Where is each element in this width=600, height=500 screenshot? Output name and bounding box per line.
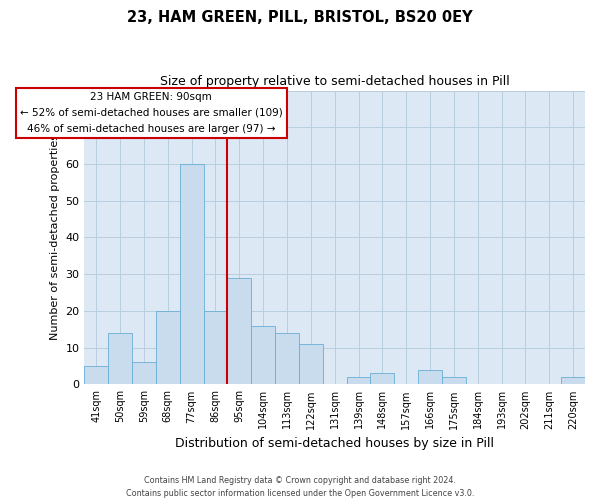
Y-axis label: Number of semi-detached properties: Number of semi-detached properties [50,134,60,340]
Bar [108,333,132,384]
Text: 23, HAM GREEN, PILL, BRISTOL, BS20 0EY: 23, HAM GREEN, PILL, BRISTOL, BS20 0EY [127,10,473,25]
Title: Size of property relative to semi-detached houses in Pill: Size of property relative to semi-detach… [160,75,509,88]
Bar [370,374,394,384]
X-axis label: Distribution of semi-detached houses by size in Pill: Distribution of semi-detached houses by … [175,437,494,450]
Bar [418,370,442,384]
Bar [180,164,203,384]
Bar [85,366,108,384]
Bar [561,377,585,384]
Bar [442,377,466,384]
Bar [347,377,370,384]
Bar [203,311,227,384]
Bar [251,326,275,384]
Bar [132,362,156,384]
Text: Contains HM Land Registry data © Crown copyright and database right 2024.
Contai: Contains HM Land Registry data © Crown c… [126,476,474,498]
Bar [156,311,180,384]
Bar [227,278,251,384]
Bar [299,344,323,385]
Bar [275,333,299,384]
Text: 23 HAM GREEN: 90sqm
← 52% of semi-detached houses are smaller (109)
46% of semi-: 23 HAM GREEN: 90sqm ← 52% of semi-detach… [20,92,283,134]
